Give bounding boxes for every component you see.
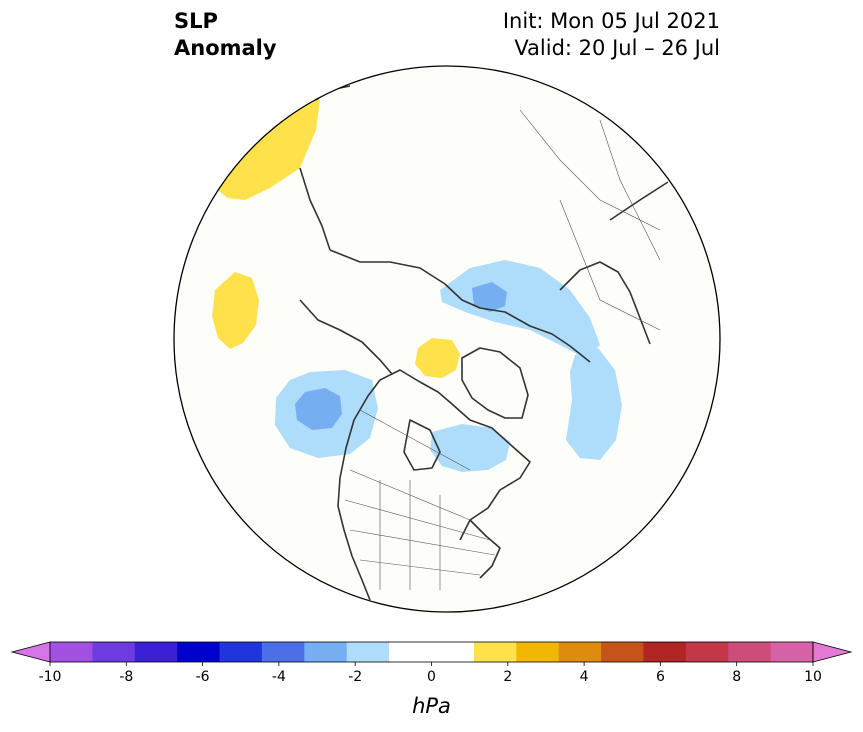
borders xyxy=(344,109,661,590)
colorbar-segment xyxy=(50,642,93,662)
colorbar-segment xyxy=(685,642,729,662)
title-line-slp: SLP xyxy=(174,9,218,33)
colorbar-tick-label: 6 xyxy=(656,669,665,685)
colorbar-tick-label: -4 xyxy=(272,669,286,685)
colorbar-segment xyxy=(473,642,517,662)
colorbar-extend-max xyxy=(812,641,853,663)
colorbar-segments xyxy=(10,641,853,663)
colorbar-tick-label: 8 xyxy=(732,669,741,685)
colorbar-tick-label: -8 xyxy=(119,669,133,685)
positive-anomaly-pacific-north xyxy=(215,95,320,200)
colorbar-segment xyxy=(516,642,560,662)
negative-anomaly-europe xyxy=(566,348,622,460)
colorbar-segment xyxy=(389,642,432,662)
colorbar-segment xyxy=(304,642,348,662)
colorbar-tick-label: -10 xyxy=(39,669,62,685)
colorbar-segment xyxy=(346,642,390,662)
coastlines xyxy=(299,85,669,601)
colorbar-tick-label: 2 xyxy=(503,669,512,685)
colorbar-unit: hPa xyxy=(412,694,451,718)
negative-anomaly-siberia xyxy=(440,260,600,358)
globe-outline xyxy=(173,65,721,613)
negative-anomaly-hudson xyxy=(430,424,510,472)
title-line-anomaly: Anomaly xyxy=(174,36,277,60)
polar-map xyxy=(173,65,721,613)
colorbar-segment xyxy=(134,642,178,662)
colorbar-segment xyxy=(261,642,305,662)
positive-anomaly-pacific-mid xyxy=(212,272,259,349)
colorbar-ticks: -10 -8 -6 -4 -2 0 2 4 6 8 10 xyxy=(39,662,822,685)
colorbar-extend-min xyxy=(10,641,51,663)
colorbar-segment xyxy=(431,642,475,662)
anomaly-contours xyxy=(212,85,669,601)
colorbar-segment xyxy=(728,642,772,662)
colorbar-tick-label: 10 xyxy=(804,669,822,685)
colorbar: -10 -8 -6 -4 -2 0 2 4 6 8 10 xyxy=(10,641,853,685)
negative-anomaly-alaska-core xyxy=(295,388,342,430)
colorbar-segment xyxy=(770,642,814,662)
map-title: SLP Anomaly xyxy=(174,8,277,62)
positive-anomaly-arctic xyxy=(415,338,460,378)
colorbar-tick-label: 4 xyxy=(580,669,589,685)
negative-anomaly-siberia-core xyxy=(472,282,507,312)
colorbar-segment xyxy=(177,642,221,662)
valid-date: Valid: 20 Jul – 26 Jul xyxy=(514,36,720,60)
colorbar-tick-label: -6 xyxy=(196,669,210,685)
date-info: Init: Mon 05 Jul 2021 Valid: 20 Jul – 26… xyxy=(503,8,720,62)
colorbar-tick-label: 0 xyxy=(427,669,436,685)
colorbar-segment xyxy=(219,642,263,662)
colorbar-segment xyxy=(558,642,602,662)
colorbar-segment xyxy=(643,642,687,662)
colorbar-segment xyxy=(601,642,644,662)
init-date: Init: Mon 05 Jul 2021 xyxy=(502,9,720,33)
colorbar-segment xyxy=(92,642,136,662)
colorbar-tick-label: -2 xyxy=(348,669,362,685)
